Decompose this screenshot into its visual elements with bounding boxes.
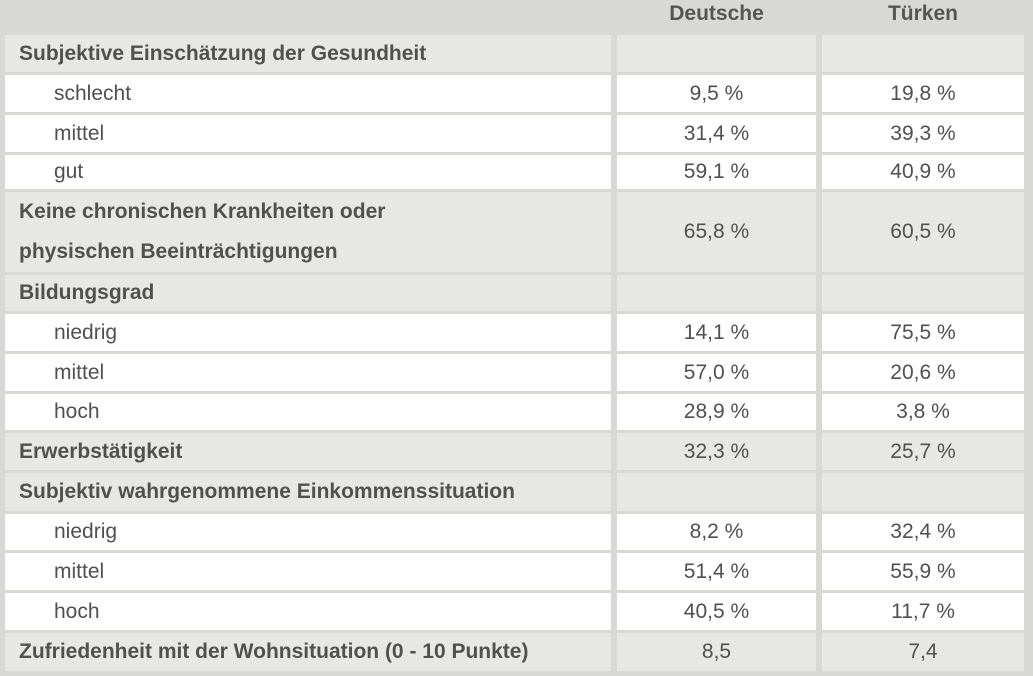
cell-deutsche: 31,4 % <box>617 115 816 152</box>
row-label-health-category: Subjektive Einschätzung der Gesundheit <box>5 35 611 72</box>
cell-deutsche <box>617 35 816 72</box>
row-label-chronic-category: Keine chronischen Krankheiten oder physi… <box>5 192 611 272</box>
cell-tuerken: 39,3 % <box>822 115 1024 152</box>
cell-tuerken: 11,7 % <box>822 593 1024 630</box>
cell-tuerken <box>822 473 1024 511</box>
row-label-employment-category: Erwerbstätigkeit <box>5 433 611 470</box>
row-label: hoch <box>5 593 611 630</box>
row-label: mittel <box>5 115 611 152</box>
cell-deutsche: 65,8 % <box>617 192 816 272</box>
cell-deutsche: 8,2 % <box>617 514 816 550</box>
cell-tuerken: 19,8 % <box>822 75 1024 112</box>
row-label: schlecht <box>5 75 611 112</box>
cell-deutsche: 28,9 % <box>617 394 816 430</box>
cell-tuerken: 75,5 % <box>822 314 1024 351</box>
row-label: niedrig <box>5 314 611 351</box>
cell-tuerken: 3,8 % <box>822 394 1024 430</box>
row-label: hoch <box>5 394 611 430</box>
row-label-line-2: physischen Beeinträchtigungen <box>19 240 338 263</box>
cell-deutsche <box>617 473 816 511</box>
cell-deutsche: 8,5 <box>617 633 816 671</box>
cell-deutsche: 51,4 % <box>617 553 816 590</box>
row-label: mittel <box>5 354 611 391</box>
cell-tuerken: 40,9 % <box>822 155 1024 189</box>
cell-deutsche <box>617 275 816 311</box>
column-header-tuerken: Türken <box>887 2 958 25</box>
row-label: niedrig <box>5 514 611 550</box>
row-label-line-1: Keine chronischen Krankheiten oder <box>19 200 386 223</box>
cell-tuerken <box>822 35 1024 72</box>
cell-tuerken: 25,7 % <box>822 433 1024 470</box>
cell-tuerken: 32,4 % <box>822 514 1024 550</box>
cell-deutsche: 9,5 % <box>617 75 816 112</box>
row-label-education-category: Bildungsgrad <box>5 275 611 311</box>
cell-tuerken: 55,9 % <box>822 553 1024 590</box>
cell-tuerken <box>822 275 1024 311</box>
cell-tuerken: 20,6 % <box>822 354 1024 391</box>
cell-tuerken: 60,5 % <box>822 192 1024 272</box>
cell-deutsche: 57,0 % <box>617 354 816 391</box>
row-label-housing-category: Zufriedenheit mit der Wohnsituation (0 -… <box>5 633 611 671</box>
cell-deutsche: 14,1 % <box>617 314 816 351</box>
column-header-deutsche: Deutsche <box>669 2 764 25</box>
cell-deutsche: 40,5 % <box>617 593 816 630</box>
cell-deutsche: 59,1 % <box>617 155 816 189</box>
cell-tuerken: 7,4 <box>822 633 1024 671</box>
cell-deutsche: 32,3 % <box>617 433 816 470</box>
row-label: mittel <box>5 553 611 590</box>
row-label-income-category: Subjektiv wahrgenommene Einkommenssituat… <box>5 473 611 511</box>
row-label: gut <box>5 155 611 189</box>
